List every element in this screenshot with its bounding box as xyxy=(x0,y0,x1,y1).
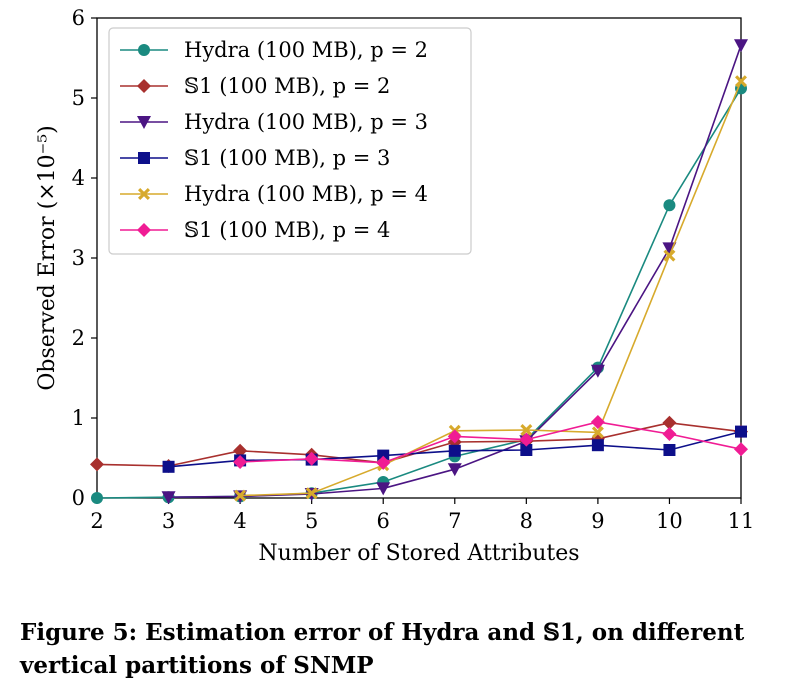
legend-label: Hydra (100 MB), p = 2 xyxy=(184,38,428,62)
data-point xyxy=(161,491,176,505)
y-tick-label: 6 xyxy=(72,6,85,30)
x-tick-label: 2 xyxy=(90,509,103,533)
data-point xyxy=(304,451,319,466)
x-tick-label: 3 xyxy=(162,509,175,533)
data-point xyxy=(448,444,461,457)
legend-item: 𝕊1 (100 MB), p = 3 xyxy=(120,146,390,170)
x-tick-label: 4 xyxy=(233,509,246,533)
data-point xyxy=(234,489,247,502)
data-point xyxy=(590,415,605,429)
data-point xyxy=(735,75,747,88)
data-point xyxy=(138,152,150,164)
data-point xyxy=(447,463,462,477)
y-tick-label: 0 xyxy=(72,486,85,510)
data-point xyxy=(162,460,175,473)
data-point xyxy=(519,432,534,447)
legend-item: Hydra (100 MB), p = 2 xyxy=(120,38,428,62)
legend-label: Hydra (100 MB), p = 3 xyxy=(184,110,428,134)
x-tick-label: 5 xyxy=(305,509,318,533)
x-tick-label: 10 xyxy=(656,509,683,533)
y-tick-label: 2 xyxy=(72,326,85,350)
y-tick-label: 1 xyxy=(72,406,85,430)
series-group xyxy=(90,39,748,505)
data-point xyxy=(591,426,604,439)
legend-item: Hydra (100 MB), p = 3 xyxy=(120,110,428,134)
legend-label: 𝕊1 (100 MB), p = 4 xyxy=(184,218,390,242)
data-point xyxy=(138,44,150,56)
y-tick-label: 5 xyxy=(72,86,85,110)
y-tick-label: 3 xyxy=(72,246,85,270)
data-point xyxy=(91,492,103,504)
data-point xyxy=(520,444,533,456)
figure-caption: Figure 5: Estimation error of Hydra and … xyxy=(20,619,745,679)
data-point xyxy=(663,249,676,262)
line-chart: 2 3 4 5 6 7 8 9 10 11 0 1 2 3 4 5 6 Hydra (100 MB), p = … xyxy=(35,6,755,566)
data-point xyxy=(233,455,248,469)
data-point xyxy=(90,457,104,472)
data-point xyxy=(663,199,676,212)
legend-item: Hydra (100 MB), p = 4 xyxy=(120,182,428,206)
data-point xyxy=(376,455,391,470)
data-point xyxy=(734,442,748,457)
x-tick-label: 7 xyxy=(448,509,461,533)
legend-box xyxy=(108,27,472,255)
data-point xyxy=(137,116,151,129)
y-axis-label: Observed Error (×10⁻⁵) xyxy=(35,125,60,390)
data-point xyxy=(376,482,391,496)
data-point xyxy=(520,424,533,436)
data-point xyxy=(447,429,462,444)
data-point xyxy=(377,449,390,462)
legend-item: 𝕊1 (100 MB), p = 2 xyxy=(120,74,390,98)
series-line xyxy=(240,421,742,464)
data-point xyxy=(735,425,747,438)
data-point xyxy=(662,415,677,430)
x-tick-label: 6 xyxy=(377,509,390,533)
legend-item: 𝕊1 (100 MB), p = 4 xyxy=(120,218,390,242)
data-point xyxy=(591,439,604,452)
legend-label: Hydra (100 MB), p = 4 xyxy=(184,182,428,206)
x-axis-label: Number of Stored Attributes xyxy=(258,541,579,566)
series-line xyxy=(240,80,742,497)
x-tick-label: 11 xyxy=(728,509,755,533)
data-point xyxy=(662,427,677,441)
axis-ticks: 2 3 4 5 6 7 8 9 10 11 0 1 2 3 4 5 6 xyxy=(72,6,755,533)
legend: Hydra (100 MB), p = 2 𝕊1 (100 MB), p = 2 H… xyxy=(108,27,472,255)
data-point xyxy=(734,39,748,53)
series-6 xyxy=(233,415,748,470)
data-point xyxy=(663,444,676,456)
data-point xyxy=(137,223,151,237)
x-tick-label: 8 xyxy=(520,509,533,533)
legend-label: 𝕊1 (100 MB), p = 2 xyxy=(184,74,390,98)
x-tick-label: 9 xyxy=(591,509,604,533)
data-point xyxy=(305,487,318,500)
legend-label: 𝕊1 (100 MB), p = 3 xyxy=(184,146,390,170)
data-point xyxy=(138,188,150,200)
data-point xyxy=(233,443,248,458)
data-point xyxy=(137,79,151,93)
data-point xyxy=(590,364,605,378)
y-tick-label: 4 xyxy=(72,166,85,190)
